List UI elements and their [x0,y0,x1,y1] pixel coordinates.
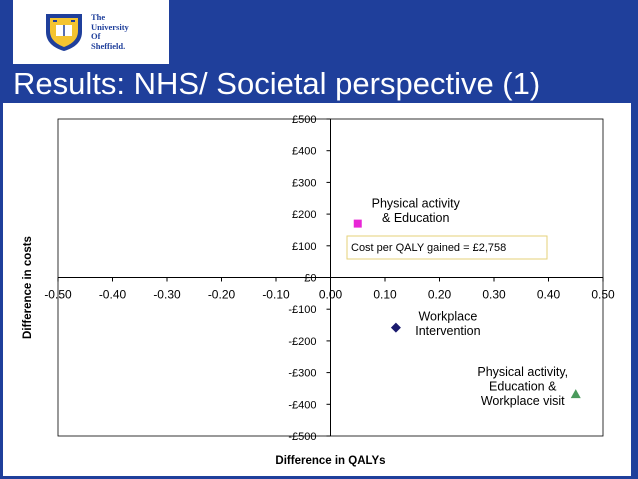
logo-text: The University Of Sheffield. [91,12,129,51]
data-point-label: Physical activity, [477,365,568,379]
y-tick-label: -£300 [288,368,316,380]
x-axis-title: Difference in QALYs [275,455,385,467]
y-tick-label: £0 [304,273,316,285]
x-tick-label: -0.30 [153,288,181,302]
y-tick-label: £200 [292,209,316,221]
y-tick-label: -£100 [288,304,316,316]
x-tick-label: 0.40 [537,288,561,302]
x-tick-label: -0.40 [99,288,127,302]
data-point-diamond [390,322,401,333]
y-tick-label: £100 [292,241,316,253]
crest-icon [46,14,82,51]
x-tick-label: -0.50 [44,288,72,302]
cost-effectiveness-plane: -0.50 -0.40 -0.30 -0.20 -0.10 0.00 0.10 0.20 0.3… [22,114,615,467]
y-tick-label: £300 [292,177,316,189]
data-point-label: Education & [489,380,557,394]
annotation-text: Cost per QALY gained = £2,758 [351,242,506,254]
x-tick-label: -0.10 [262,288,290,302]
x-tick-label: 0.50 [591,288,615,302]
y-tick-label: £500 [292,114,316,126]
university-logo: The University Of Sheffield. [13,0,169,64]
x-tick-label: 0.00 [319,288,343,302]
data-point-square [353,219,362,228]
y-tick-label: £400 [292,146,316,158]
slide-title: Results: NHS/ Societal perspective (1) [13,66,541,101]
y-axis-title: Difference in costs [22,236,34,339]
data-point-triangle [570,389,581,399]
y-tick-label: -£500 [288,431,316,443]
x-tick-label: 0.20 [428,288,452,302]
x-tick-label: 0.10 [373,288,397,302]
x-tick-label: -0.20 [208,288,236,302]
x-tick-label: 0.30 [482,288,506,302]
chart-area: -0.50 -0.40 -0.30 -0.20 -0.10 0.00 0.10 0.20 0.3… [3,103,631,476]
logo-line: Of [91,31,101,41]
annotation-box [346,235,548,260]
y-tick-label: -£400 [288,399,316,411]
data-point-label: Physical activity [372,197,461,211]
data-point-label: Workplace [418,310,477,324]
logo-line: Sheffield. [91,40,126,51]
data-point-label: Intervention [415,324,480,338]
data-point-label: & Education [382,211,449,225]
data-point-label: Workplace visit [481,394,565,408]
y-tick-label: -£200 [288,336,316,348]
logo-line: University [91,21,129,32]
logo-line: The [91,12,106,22]
